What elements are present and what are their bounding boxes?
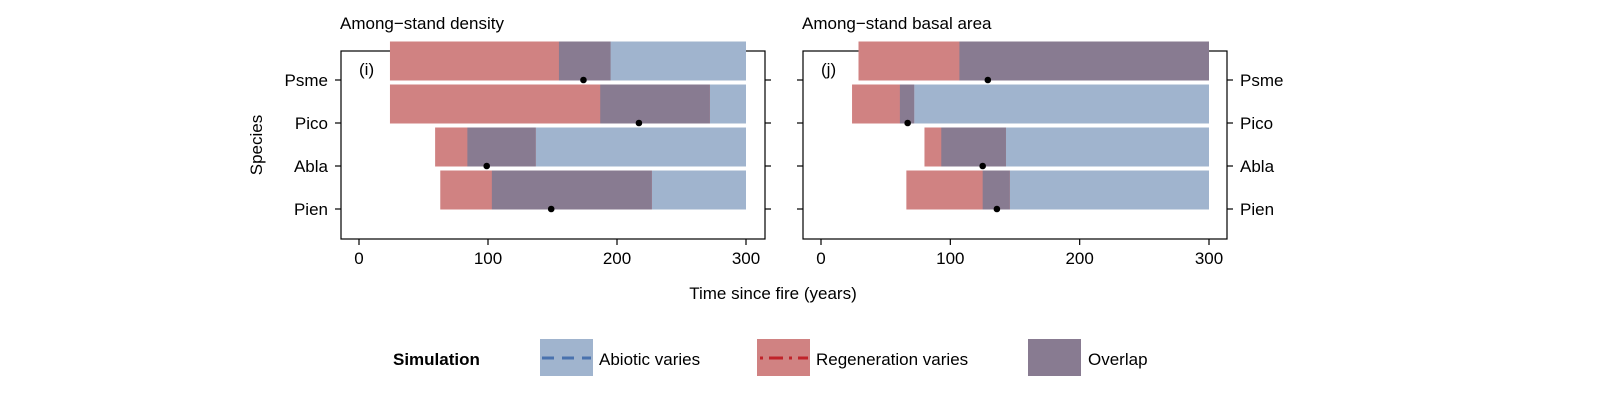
abiotic-bar-pien	[982, 170, 1209, 210]
x-tick-label: 300	[732, 249, 760, 268]
legend-label-regeneration: Regeneration varies	[816, 350, 968, 369]
x-tick-label: 200	[1065, 249, 1093, 268]
point-pico	[904, 119, 911, 127]
panel-title: Among−stand density	[340, 14, 504, 33]
panel-label: (j)	[821, 60, 836, 79]
legend-title: Simulation	[393, 350, 480, 369]
panel-label: (i)	[359, 60, 374, 79]
point-pico	[635, 119, 643, 127]
legend-swatch-overlap	[1028, 339, 1081, 376]
bar-row-abla	[924, 127, 1209, 170]
y-tick-label-psme: Psme	[285, 71, 328, 90]
x-axis-label: Time since fire (years)	[689, 284, 857, 303]
y-tick-label-pien: Pien	[294, 200, 328, 219]
point-pien	[547, 205, 555, 213]
legend-item-abiotic: Abiotic varies	[540, 339, 700, 376]
point-abla	[483, 162, 491, 170]
overlap-bar-pico	[600, 84, 710, 124]
overlap-bar-psme	[558, 41, 611, 81]
bar-row-psme	[389, 41, 746, 84]
point-psme	[984, 76, 992, 84]
panel-2: Among−stand basal area Psme Pico Abla Pien (j…	[797, 14, 1283, 268]
panels: Among−stand density Psme Pico Abla Pien (i) 0 1…	[285, 14, 1284, 268]
panel-1: Among−stand density Psme Pico Abla Pien (i) 0 1…	[285, 14, 771, 268]
bar-row-pien	[440, 170, 746, 213]
overlap-bar-pien	[491, 170, 652, 210]
legend-label-overlap: Overlap	[1088, 350, 1148, 369]
legend-item-regeneration: Regeneration varies	[757, 339, 968, 376]
bar-row-pien	[906, 170, 1209, 213]
x-tick-label: 200	[603, 249, 631, 268]
x-tick-label: 0	[816, 249, 825, 268]
x-tick-label: 300	[1195, 249, 1223, 268]
x-tick-label: 0	[354, 249, 363, 268]
y-tick-label-abla: Abla	[1240, 157, 1275, 176]
point-pien	[993, 205, 1001, 213]
overlap-bar-pico	[899, 84, 915, 124]
y-tick-label-pien: Pien	[1240, 200, 1274, 219]
bar-row-psme	[858, 41, 1209, 84]
panel-title: Among−stand basal area	[802, 14, 992, 33]
bar-row-pico	[389, 84, 746, 127]
y-tick-label-abla: Abla	[294, 157, 329, 176]
bar-row-abla	[435, 127, 746, 170]
legend-label-abiotic: Abiotic varies	[599, 350, 700, 369]
overlap-bar-abla	[467, 127, 536, 167]
x-tick-label: 100	[474, 249, 502, 268]
x-tick-label: 100	[936, 249, 964, 268]
y-tick-label-psme: Psme	[1240, 71, 1283, 90]
y-tick-label-pico: Pico	[295, 114, 328, 133]
bar-row-pico	[852, 84, 1209, 127]
overlap-bar-abla	[941, 127, 1006, 167]
legend: Simulation Abiotic varies Regeneration v…	[393, 339, 1148, 376]
legend-item-overlap: Overlap	[1028, 339, 1148, 376]
abiotic-bar-pico	[899, 84, 1209, 124]
point-abla	[979, 162, 986, 170]
point-psme	[580, 76, 587, 84]
overlap-bar-psme	[959, 41, 1209, 81]
y-axis-label: Species	[247, 115, 266, 175]
y-tick-label-pico: Pico	[1240, 114, 1273, 133]
overlap-bar-pien	[982, 170, 1010, 210]
